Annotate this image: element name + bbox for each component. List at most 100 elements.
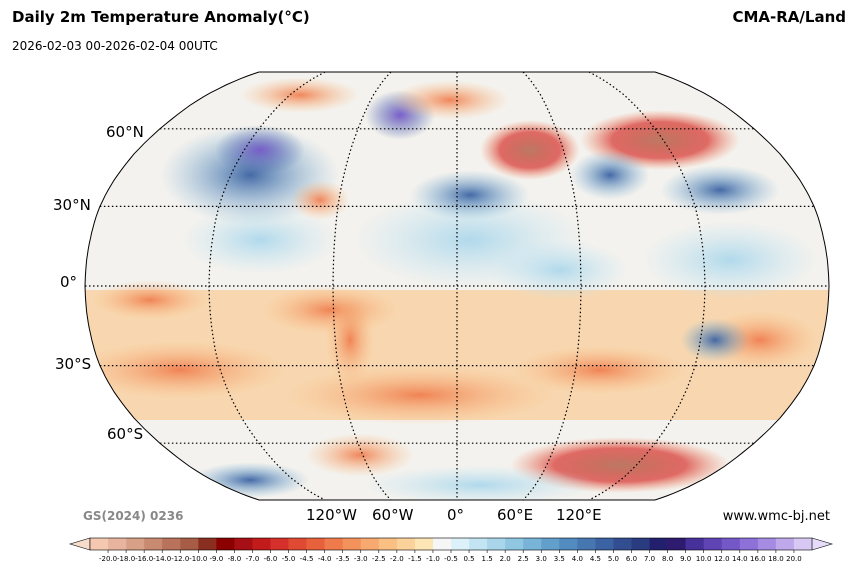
lon-label-120w: 120°W [306,506,357,524]
lon-label-0: 0° [447,506,465,524]
colorbar-tick-label: -12.0 [171,555,189,563]
colorbar-tick-label: -6.0 [264,555,278,563]
colorbar-segment [793,538,813,550]
colorbar-tick-label: -10.0 [189,555,207,563]
colorbar-tick-label: -5.0 [282,555,296,563]
colorbar-tick-label: 3.5 [554,555,565,563]
map-title: Daily 2m Temperature Anomaly(°C) [12,8,310,26]
colorbar-tick-label: -20.0 [99,555,117,563]
colorbar-tick-label: 10.0 [696,555,712,563]
meridian-line [208,71,326,501]
lat-label-30n: 30°N [53,196,91,214]
colorbar-segment [505,538,524,550]
colorbar-tick-label: -7.0 [246,555,260,563]
world-map [84,71,830,501]
colorbar-tick-label: 6.0 [626,555,637,563]
colorbar-segment [126,538,145,550]
colorbar-segment [378,538,398,550]
colorbar-segment [288,538,307,550]
map-review-number: GS(2024) 0236 [83,509,184,523]
colorbar-tick-label: 4.0 [572,555,583,563]
colorbar-segment [649,538,668,550]
colorbar-tick-label: 5.0 [608,555,619,563]
colorbar-segment [703,538,723,550]
colorbar-segment [144,538,163,550]
colorbar-tick-label: 9.0 [680,555,691,563]
colorbar-segment [360,538,380,550]
colorbar-segment [667,538,686,550]
lat-label-60s: 60°S [107,425,144,443]
graticule [85,71,829,501]
colorbar-segment [216,538,235,550]
colorbar-extend-high [811,537,834,551]
colorbar-tick-label: 2.5 [518,555,529,563]
colorbar-segments [68,537,834,551]
colorbar-segment [108,538,127,550]
colorbar-segment [469,538,488,550]
colorbar-segment [432,538,452,550]
colorbar-segment [324,538,343,550]
lon-label-60w: 60°W [372,506,414,524]
colorbar-tick-label: 16.0 [750,555,766,563]
colorbar-tick-label: 18.0 [768,555,784,563]
colorbar-segment [559,538,578,550]
colorbar-segment [396,538,416,550]
colorbar-segment [739,538,759,550]
colorbar-segment [451,538,470,550]
lon-label-120e: 120°E [556,506,602,524]
colorbar-segment [90,538,109,550]
colorbar-segment [577,538,596,550]
colorbar-segment [270,538,289,550]
colorbar-tick-label: -16.0 [135,555,153,563]
colorbar-tick-label: 3.0 [536,555,547,563]
colorbar-tick-label: -9.0 [210,555,224,563]
colorbar-segment [721,538,741,550]
colorbar-segment [414,538,434,550]
colorbar-tick-label: 8.0 [662,555,673,563]
colorbar-segment [162,538,181,550]
colorbar-tick-label: 2.0 [500,555,511,563]
colorbar-segment [757,538,777,550]
colorbar-segment [523,538,542,550]
colorbar-tick-label: -18.0 [117,555,135,563]
lat-label-30s: 30°S [55,355,92,373]
colorbar-segment [775,538,795,550]
colorbar-ticks: -20.0 -18.0 -16.0 -14.0 -12.0 -10.0 -9.0 -8.0 -7… [99,550,802,563]
colorbar-tick-label: 12.0 [714,555,730,563]
colorbar-segment [595,538,614,550]
colorbar-tick-label: 1.5 [482,555,493,563]
colorbar-tick-label: -1.0 [426,555,440,563]
colorbar-segment [541,538,560,550]
lon-label-60e: 60°E [497,506,534,524]
colorbar-segment [685,538,704,550]
lat-label-60n: 60°N [106,123,144,141]
colorbar-extend-low [68,537,91,551]
colorbar-segment [180,538,199,550]
colorbar-tick-label: 14.0 [732,555,748,563]
colorbar-segment [342,538,362,550]
colorbar-tick-label: -1.5 [408,555,422,563]
colorbar-tick-label: -2.0 [390,555,404,563]
website-link: www.wmc-bj.net [722,509,830,524]
colorbar-tick-label: -4.5 [300,555,314,563]
colorbar-segment [631,538,650,550]
colorbar-tick-label: 0.5 [463,555,474,563]
colorbar-tick-label: 20.0 [786,555,802,563]
map-subtitle: 2026-02-03 00-2026-02-04 00UTC [12,39,218,53]
colorbar-tick-label: 4.5 [590,555,601,563]
meridian-line [588,71,706,501]
colorbar-segment [487,538,506,550]
colorbar-tick-label: -8.0 [228,555,242,563]
colorbar-tick-label: -14.0 [153,555,171,563]
colorbar-segment [198,538,217,550]
data-source-label: CMA-RA/Land [732,8,846,26]
colorbar-segment [234,538,253,550]
colorbar-segment [252,538,271,550]
colorbar-tick-label: -4.0 [318,555,332,563]
colorbar-tick-label: -0.5 [444,555,458,563]
colorbar: -20.0 -18.0 -16.0 -14.0 -12.0 -10.0 -9.0 -8.0 -7… [68,537,834,563]
map-boundary [84,71,830,501]
lat-label-equator: 0° [60,273,78,291]
colorbar-segment [306,538,325,550]
colorbar-tick-label: -3.0 [354,555,368,563]
